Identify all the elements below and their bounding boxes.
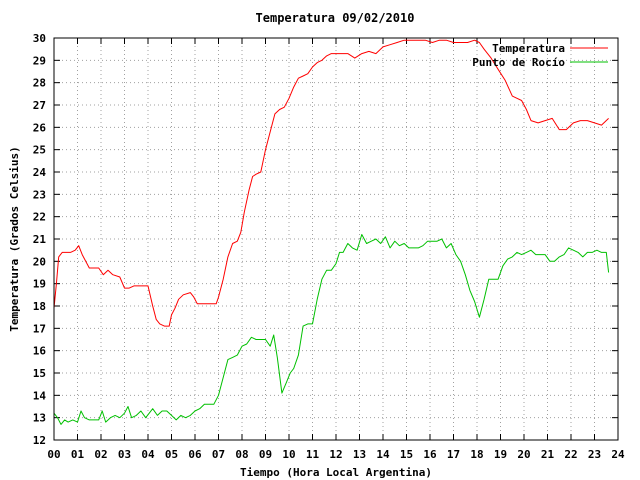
x-tick-labels: 00 01 02 03 04 05 06 07 08 09 10 11 12 13 14 15 16 17 18 19…	[47, 448, 625, 461]
x-tick-label: 10	[282, 448, 295, 461]
x-tick-label: 02	[94, 448, 107, 461]
x-tick-label: 03	[118, 448, 131, 461]
plot-frame	[53, 37, 619, 441]
y-axis-label: Temperatura (Grados Celsius)	[8, 146, 21, 331]
y-tick-label: 20	[33, 255, 46, 268]
x-tick-label: 22	[564, 448, 577, 461]
legend: Temperatura Punto de Rocío	[472, 42, 608, 69]
y-tick-label: 12	[33, 434, 46, 447]
legend-label-temperatura: Temperatura	[492, 42, 565, 55]
x-tick-label: 07	[212, 448, 225, 461]
y-tick-label: 29	[33, 54, 46, 67]
y-tick-label: 17	[33, 322, 46, 335]
grid-lines	[54, 38, 618, 440]
y-tick-label: 14	[33, 389, 47, 402]
y-tick-label: 26	[33, 121, 47, 134]
y-tick-label: 27	[33, 99, 46, 112]
x-tick-label: 16	[423, 448, 437, 461]
y-tick-label: 15	[33, 367, 46, 380]
y-tick-label: 13	[33, 412, 46, 425]
x-tick-label: 11	[306, 448, 320, 461]
x-tick-label: 05	[165, 448, 178, 461]
y-tick-label: 19	[33, 278, 46, 291]
legend-label-punto-de-rocio: Punto de Rocío	[472, 56, 565, 69]
x-tick-label: 15	[400, 448, 413, 461]
y-tick-label: 23	[33, 188, 46, 201]
y-tick-label: 16	[33, 345, 47, 358]
x-tick-label: 00	[47, 448, 60, 461]
x-tick-label: 20	[517, 448, 530, 461]
y-tick-label: 30	[33, 32, 46, 45]
chart-title: Temperatura 09/02/2010	[256, 11, 415, 25]
y-tick-label: 21	[33, 233, 47, 246]
y-tick-label: 22	[33, 211, 46, 224]
x-tick-label: 21	[541, 448, 555, 461]
y-tick-label: 25	[33, 144, 46, 157]
x-tick-label: 09	[259, 448, 272, 461]
y-tick-label: 28	[33, 77, 46, 90]
x-tick-label: 18	[470, 448, 483, 461]
x-tick-label: 12	[329, 448, 342, 461]
x-tick-label: 04	[141, 448, 155, 461]
x-tick-label: 14	[376, 448, 390, 461]
x-tick-label: 23	[588, 448, 601, 461]
x-axis-label: Tiempo (Hora Local Argentina)	[240, 466, 432, 479]
series-line-temperatura	[53, 39, 609, 327]
x-tick-label: 19	[494, 448, 507, 461]
x-tick-label: 24	[611, 448, 625, 461]
y-tick-label: 24	[33, 166, 47, 179]
series-line-punto-de-rocio	[53, 234, 610, 425]
y-tick-label: 18	[33, 300, 46, 313]
x-tick-label: 17	[447, 448, 460, 461]
y-tick-labels: 12 13 14 15 16 17 18 19 20 21 22 23 24 25 26 27 28 29 30	[33, 32, 47, 447]
x-tick-label: 08	[235, 448, 248, 461]
x-tick-label: 01	[71, 448, 85, 461]
series-layer	[53, 39, 610, 425]
x-tick-label: 06	[188, 448, 202, 461]
x-tick-label: 13	[353, 448, 366, 461]
